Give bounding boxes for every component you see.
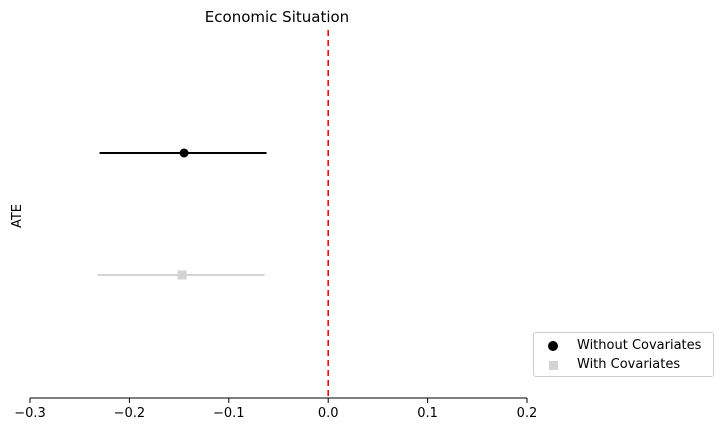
legend-item-with-covariates: With Covariates bbox=[534, 356, 713, 374]
legend-label: With Covariates bbox=[577, 357, 681, 372]
legend-label: Without Covariates bbox=[577, 338, 702, 353]
x-tick-label: 0.2 bbox=[517, 406, 538, 421]
legend-square-marker bbox=[549, 361, 558, 370]
x-tick-label: −0.3 bbox=[14, 406, 46, 421]
x-tick-label: 0.0 bbox=[318, 406, 339, 421]
x-tick-label: −0.2 bbox=[114, 406, 146, 421]
chart-title: Economic Situation bbox=[205, 8, 349, 26]
legend-item-without-covariates: Without Covariates bbox=[534, 337, 713, 355]
x-tick-label: −0.1 bbox=[213, 406, 245, 421]
x-tick-label: 0.1 bbox=[417, 406, 438, 421]
legend-circle-marker bbox=[548, 341, 558, 351]
y-axis-label: ATE bbox=[10, 204, 25, 228]
data-marks bbox=[97, 148, 267, 280]
x-axis-ticks: −0.3 −0.2 −0.1 0.0 0.1 0.2 bbox=[14, 398, 537, 421]
point-estimate bbox=[177, 270, 187, 280]
point-estimate bbox=[179, 148, 189, 158]
legend: Without Covariates With Covariates bbox=[533, 332, 714, 377]
